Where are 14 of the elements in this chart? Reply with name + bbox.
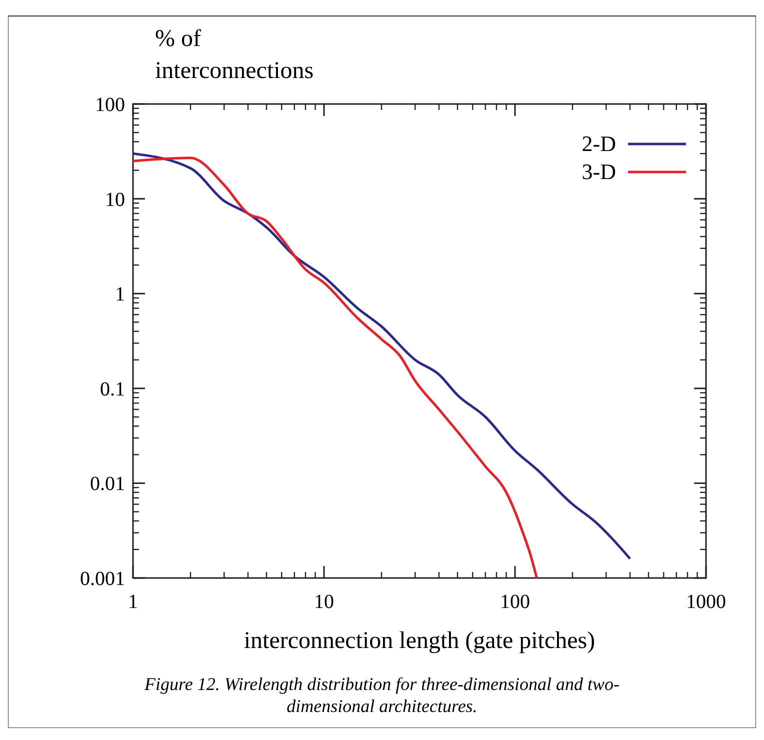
x-tick-label: 1000 — [686, 591, 726, 613]
y-tick-label: 10 — [105, 188, 125, 211]
legend-label: 2-D — [582, 131, 616, 156]
y-tick-label: 1 — [115, 284, 125, 306]
y-axis-title: % of interconnections — [155, 26, 314, 84]
x-tick-label: 100 — [500, 591, 530, 613]
y-tick-label: 0.01 — [90, 473, 125, 496]
legend-label: 3-D — [582, 159, 616, 184]
x-axis-title: interconnection length (gate pitches) — [244, 628, 596, 654]
caption: Figure 12. Wirelength distribution for three-dimensional and two-dimensional architectures. — [144, 674, 620, 716]
y-tick-label: 100 — [95, 94, 125, 116]
y-tick-label: 0.001 — [80, 568, 125, 590]
x-tick-label: 10 — [314, 591, 334, 613]
y-tick-label: 0.1 — [100, 378, 125, 400]
